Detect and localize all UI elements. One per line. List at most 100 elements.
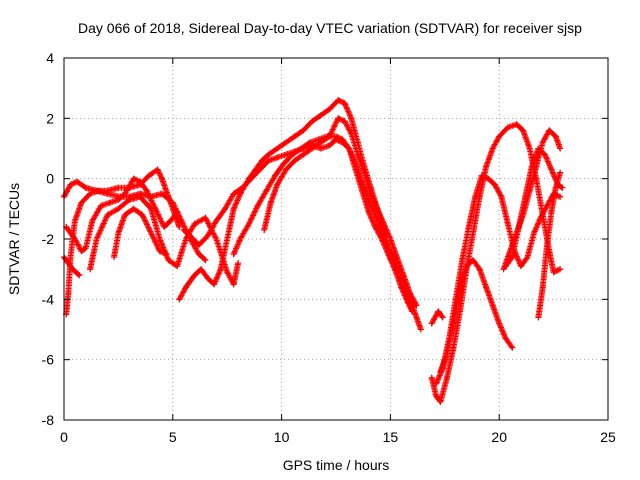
- grid: [64, 58, 608, 420]
- data-point: [326, 106, 333, 113]
- data-point: [359, 187, 366, 194]
- data-point: [557, 169, 564, 176]
- y-tick-label: 4: [46, 50, 54, 66]
- data-point: [489, 145, 496, 152]
- data-point: [274, 145, 281, 152]
- data-point: [230, 205, 237, 212]
- series-arc-14: [437, 257, 516, 375]
- x-tick-label: 5: [169, 429, 177, 445]
- data-point: [435, 308, 442, 315]
- data-point: [143, 187, 150, 194]
- data-point: [378, 236, 385, 242]
- x-axis-label: GPS time / hours: [283, 457, 390, 473]
- data-point: [339, 136, 346, 143]
- data-point: [213, 236, 220, 242]
- data-point: [191, 272, 198, 279]
- data-point: [67, 254, 74, 261]
- data-point: [398, 284, 405, 291]
- y-tick-label: -4: [42, 291, 55, 307]
- data-point: [306, 139, 313, 146]
- data-point: [352, 166, 359, 173]
- data-point: [224, 269, 231, 276]
- data-point: [245, 220, 252, 227]
- data-point: [300, 151, 307, 158]
- data-point: [211, 281, 218, 288]
- data-point: [174, 208, 181, 215]
- data-point: [202, 257, 209, 264]
- data-point: [496, 133, 503, 140]
- data-point: [282, 139, 289, 146]
- series-arc-7: [176, 97, 424, 333]
- data-point: [541, 151, 548, 158]
- y-axis-label: SDTVAR / TECUs: [6, 183, 22, 295]
- data-point: [500, 266, 507, 273]
- data-point: [372, 211, 379, 218]
- data-point: [483, 163, 490, 170]
- data-point: [459, 257, 466, 264]
- data-point: [158, 190, 165, 197]
- data-point: [498, 193, 505, 200]
- data-point: [195, 251, 202, 258]
- data-point: [552, 133, 559, 140]
- y-tick-label: 0: [46, 171, 54, 187]
- data-point: [71, 236, 78, 242]
- data-point: [235, 260, 242, 267]
- data-point: [544, 202, 551, 209]
- series-arc-16: [502, 145, 566, 270]
- data-point: [557, 193, 564, 200]
- data-point: [522, 193, 529, 200]
- data-point: [156, 236, 163, 242]
- data-point: [180, 226, 187, 233]
- data-point: [78, 199, 85, 206]
- data-point: [71, 217, 78, 224]
- data-point: [217, 266, 224, 273]
- data-point: [341, 100, 348, 107]
- data-point: [428, 320, 435, 327]
- data-point: [437, 398, 444, 405]
- data-point: [174, 263, 181, 270]
- data-point: [291, 133, 298, 140]
- data-point: [450, 320, 457, 327]
- series-arc-11: [428, 308, 446, 327]
- data-point: [406, 290, 413, 297]
- data-point: [348, 130, 355, 137]
- data-point: [491, 181, 498, 188]
- data-point: [552, 184, 559, 191]
- data-point: [472, 193, 479, 200]
- data-point: [341, 118, 348, 125]
- data-point: [385, 251, 392, 258]
- data-point: [361, 169, 368, 176]
- plus-markers: [428, 121, 564, 405]
- data-point: [433, 392, 440, 399]
- data-point: [559, 184, 566, 191]
- data-point: [282, 166, 289, 173]
- data-point: [365, 208, 372, 215]
- data-point: [248, 175, 255, 182]
- data-point: [265, 151, 272, 158]
- data-point: [317, 145, 324, 152]
- data-point: [400, 272, 407, 279]
- data-point: [476, 266, 483, 273]
- data-point: [163, 251, 170, 258]
- data-point: [176, 296, 183, 303]
- series-arc-12: [428, 121, 564, 405]
- data-point: [265, 157, 272, 164]
- data-point: [182, 236, 189, 242]
- data-point: [224, 236, 231, 242]
- data-point: [539, 139, 546, 146]
- data-point: [317, 139, 324, 146]
- plus-markers: [63, 166, 183, 318]
- data-point: [237, 236, 244, 242]
- data-point: [485, 175, 492, 182]
- data-point: [483, 284, 490, 291]
- data-point: [457, 284, 464, 291]
- data-point: [526, 145, 533, 152]
- data-point: [82, 245, 89, 252]
- data-point: [289, 151, 296, 158]
- data-point: [115, 196, 122, 203]
- data-point: [504, 124, 511, 131]
- data-point: [544, 242, 551, 249]
- data-point: [222, 205, 229, 212]
- data-point: [443, 374, 450, 381]
